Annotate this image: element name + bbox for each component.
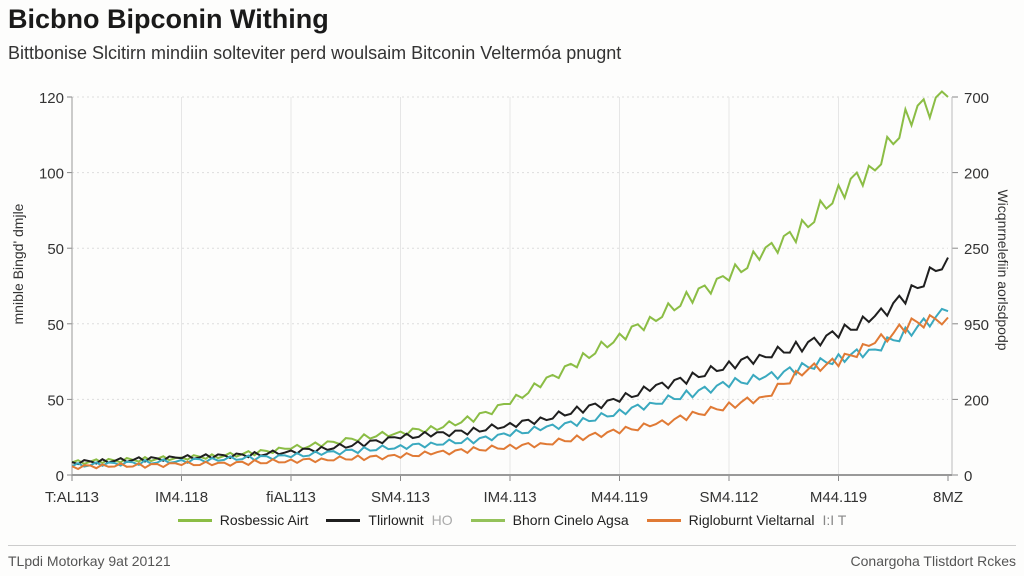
y-tick-label-right: 200 <box>964 166 989 183</box>
y-tick-label-left: 120 <box>39 90 64 107</box>
y-axis-label-right: Wicqnrnelefiin aorlsdpodp <box>995 189 1011 351</box>
x-tick-label: 8MZ <box>933 489 963 506</box>
legend: Rosbessic Airt Tlirlownit HO Bhorn Cinel… <box>0 512 1024 528</box>
legend-swatch <box>646 518 681 522</box>
legend-swatch <box>177 518 212 522</box>
footer-credit: Conargoha Tlistdort Rckes <box>850 553 1016 569</box>
legend-swatch <box>326 518 361 522</box>
x-tick-label: IM4.113 <box>483 489 536 506</box>
legend-item: Tlirlownit HO <box>326 512 453 528</box>
legend-item: Bhorn Cinelo Agsa <box>470 512 629 528</box>
legend-item: Rosbessic Airt <box>177 512 309 528</box>
x-tick-label: M44.119 <box>591 489 648 506</box>
legend-item: Rigloburnt Vieltarnal I:I T <box>646 512 847 528</box>
chart-title: Bicbno Bipconin Withing <box>8 4 329 34</box>
legend-suffix: I:I T <box>822 512 847 528</box>
x-tick-label: fiAL113 <box>266 489 316 506</box>
legend-label: Rigloburnt Vieltarnal <box>688 512 815 528</box>
x-tick-label: SM4.112 <box>700 489 759 506</box>
y-tick-label-right: 700 <box>964 90 989 107</box>
y-tick-label-right: 200 <box>964 392 989 409</box>
y-tick-label-right: 950 <box>964 317 989 334</box>
legend-label: Tlirlownit <box>368 512 424 528</box>
y-tick-label-left: 50 <box>47 392 64 409</box>
x-tick-label: IM4.118 <box>155 489 208 506</box>
y-tick-label-left: 100 <box>39 166 64 183</box>
x-tick-label: T:AL113 <box>45 489 99 506</box>
series-line-1 <box>71 90 949 466</box>
legend-label: Rosbessic Airt <box>219 512 309 528</box>
y-tick-label-left: 50 <box>47 241 64 258</box>
legend-label: Bhorn Cinelo Agsa <box>512 512 629 528</box>
y-tick-label-right: 0 <box>964 468 972 485</box>
legend-swatch <box>470 518 505 522</box>
footer-source: TLpdi Motorkay 9at 20121 <box>8 553 171 569</box>
chart-subtitle: Bittbonise Slcitirn mindiin solteviter p… <box>8 43 622 63</box>
y-tick-label-right: 250 <box>964 241 989 258</box>
series-line-2 <box>71 257 949 466</box>
y-axis-label-left: mnible Bingd' dmjle <box>10 203 26 325</box>
legend-suffix: HO <box>431 512 453 528</box>
y-tick-label-left: 0 <box>56 468 64 485</box>
footer-divider <box>8 545 1016 546</box>
x-tick-label: M44.119 <box>810 489 867 506</box>
series-line-4 <box>71 313 949 471</box>
x-tick-label: SM4.113 <box>371 489 430 506</box>
y-tick-label-left: 50 <box>47 317 64 334</box>
series-line-3 <box>71 307 949 468</box>
